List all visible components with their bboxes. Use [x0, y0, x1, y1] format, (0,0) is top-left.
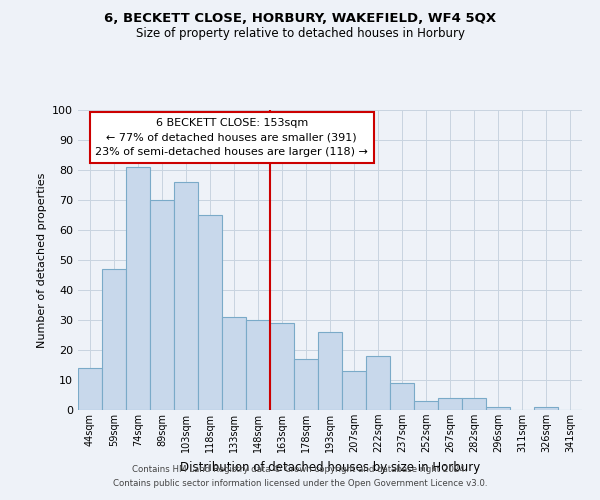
Bar	[462, 398, 486, 410]
Bar	[366, 356, 390, 410]
Bar	[390, 383, 414, 410]
Y-axis label: Number of detached properties: Number of detached properties	[37, 172, 47, 348]
Bar	[150, 200, 174, 410]
Bar	[294, 359, 318, 410]
Bar	[486, 407, 510, 410]
Text: Contains HM Land Registry data © Crown copyright and database right 2024.
Contai: Contains HM Land Registry data © Crown c…	[113, 466, 487, 487]
Bar	[198, 215, 222, 410]
Bar	[78, 368, 102, 410]
Bar	[174, 182, 198, 410]
Text: 6 BECKETT CLOSE: 153sqm
← 77% of detached houses are smaller (391)
23% of semi-d: 6 BECKETT CLOSE: 153sqm ← 77% of detache…	[95, 118, 368, 157]
Bar	[438, 398, 462, 410]
Bar	[222, 317, 246, 410]
Text: Size of property relative to detached houses in Horbury: Size of property relative to detached ho…	[136, 28, 464, 40]
Bar	[102, 269, 126, 410]
Bar	[534, 407, 558, 410]
Bar	[126, 167, 150, 410]
X-axis label: Distribution of detached houses by size in Horbury: Distribution of detached houses by size …	[180, 460, 480, 473]
Text: 6, BECKETT CLOSE, HORBURY, WAKEFIELD, WF4 5QX: 6, BECKETT CLOSE, HORBURY, WAKEFIELD, WF…	[104, 12, 496, 26]
Bar	[342, 371, 366, 410]
Bar	[414, 401, 438, 410]
Bar	[318, 332, 342, 410]
Bar	[270, 323, 294, 410]
Bar	[246, 320, 270, 410]
